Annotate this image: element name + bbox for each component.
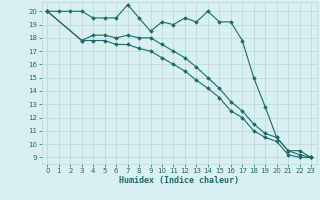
X-axis label: Humidex (Indice chaleur): Humidex (Indice chaleur) (119, 176, 239, 185)
